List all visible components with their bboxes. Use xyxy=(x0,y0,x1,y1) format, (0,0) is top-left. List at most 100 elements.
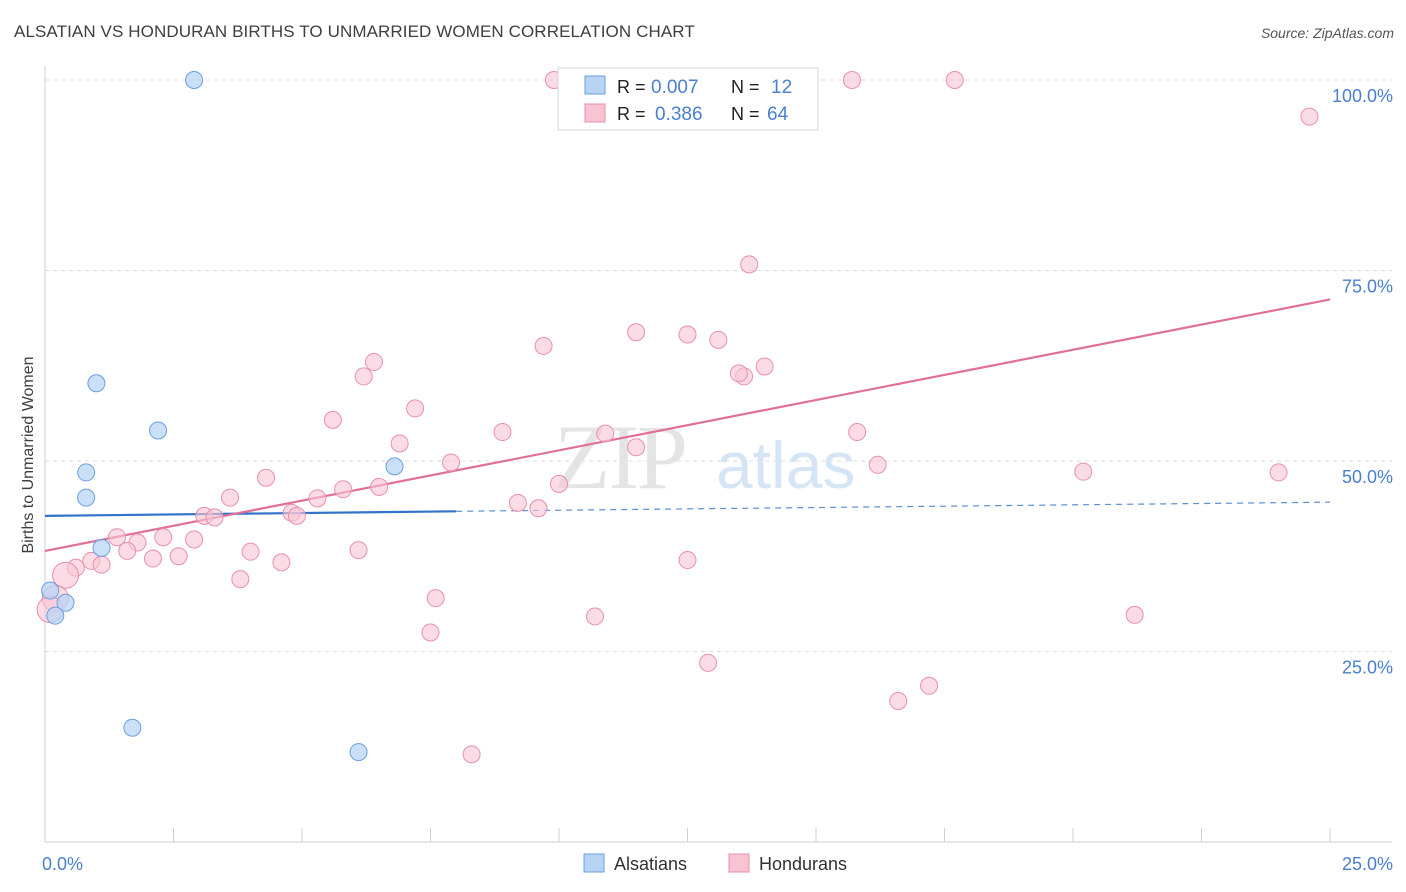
y-tick-label: 50.0% xyxy=(1342,467,1393,487)
honduran-point xyxy=(308,489,327,508)
honduran-point xyxy=(143,549,162,568)
alsatian-point xyxy=(185,71,204,89)
honduran-point xyxy=(585,607,604,626)
stats-legend: R = 0.007 N = 12 R = 0.386 N = 64 xyxy=(557,67,819,131)
honduran-point xyxy=(842,71,861,89)
honduran-point xyxy=(426,589,445,608)
alsatian-point xyxy=(77,463,96,482)
honduran-point xyxy=(889,692,908,711)
honduran-point xyxy=(421,623,440,642)
honduran-point xyxy=(364,352,383,371)
honduran-point xyxy=(205,508,224,527)
honduran-point xyxy=(323,410,342,429)
honduran-point xyxy=(241,542,260,561)
honduran-point xyxy=(529,499,548,518)
legend-n-value-1: 12 xyxy=(771,77,792,98)
honduran-point xyxy=(221,488,240,507)
honduran-point xyxy=(678,325,697,344)
legend-r-label-1: R = xyxy=(617,77,646,97)
y-axis-label: Births to Unmarried Women xyxy=(20,356,37,553)
alsatian-point xyxy=(385,457,404,476)
honduran-point xyxy=(169,547,188,566)
honduran-point xyxy=(493,423,512,442)
honduran-point xyxy=(550,474,568,493)
honduran-point xyxy=(231,570,250,589)
honduran-point xyxy=(406,399,425,418)
honduran-point xyxy=(334,480,353,499)
x-tick-label: 25.0% xyxy=(1342,854,1393,874)
alsatian-point xyxy=(41,581,60,600)
source-label: Source: ZipAtlas.com xyxy=(1260,25,1394,41)
honduran-point xyxy=(462,745,481,764)
alsatian-point xyxy=(149,421,168,440)
honduran-point xyxy=(627,323,646,342)
honduran-point xyxy=(596,424,615,443)
alsatian-point xyxy=(349,743,368,762)
honduran-point xyxy=(534,336,553,355)
chart-title: ALSATIAN VS HONDURAN BIRTHS TO UNMARRIED… xyxy=(14,22,695,41)
alsatian-points xyxy=(41,71,404,762)
honduran-point xyxy=(1125,605,1144,624)
watermark-atlas: atlas xyxy=(716,428,855,502)
honduran-point xyxy=(920,676,939,695)
y-tick-label: 75.0% xyxy=(1342,277,1393,297)
series-legend: Alsatians Hondurans xyxy=(583,853,847,874)
alsatian-trend-extension xyxy=(456,501,1331,512)
honduran-point xyxy=(1074,462,1093,481)
honduran-point xyxy=(709,330,728,349)
legend-swatch-alsatians xyxy=(584,75,606,95)
honduran-point xyxy=(699,653,718,672)
honduran-point xyxy=(272,553,291,572)
alsatian-point xyxy=(123,718,142,737)
alsatian-point xyxy=(56,593,75,612)
honduran-point xyxy=(390,434,409,453)
honduran-point xyxy=(868,455,887,474)
honduran-point xyxy=(154,528,173,547)
honduran-point xyxy=(1300,107,1319,126)
honduran-point xyxy=(257,468,276,487)
trend-lines xyxy=(44,298,1331,552)
honduran-point xyxy=(185,530,204,549)
legend-swatch-hondurans xyxy=(584,103,606,123)
honduran-point xyxy=(848,423,867,442)
bottom-swatch-hondurans xyxy=(728,853,750,873)
axes xyxy=(44,66,1392,843)
legend-r-value-1: 0.007 xyxy=(651,77,699,98)
honduran-point xyxy=(508,493,527,512)
legend-n-label-1: N = xyxy=(731,77,760,97)
honduran-point xyxy=(755,357,774,376)
legend-r-label-2: R = xyxy=(617,104,646,124)
legend-n-value-2: 64 xyxy=(767,104,789,125)
honduran-points xyxy=(36,71,1319,764)
honduran-point xyxy=(678,551,697,570)
honduran-point xyxy=(729,364,748,383)
alsatian-point xyxy=(46,606,65,625)
honduran-point xyxy=(627,438,646,457)
y-tick-labels: 100.0% 75.0% 50.0% 25.0% xyxy=(1332,86,1393,678)
honduran-trend-line xyxy=(44,298,1331,552)
honduran-point xyxy=(287,506,306,525)
x-tick-labels: 0.0% 25.0% xyxy=(42,854,1393,874)
honduran-point xyxy=(349,541,368,560)
alsatian-point xyxy=(92,538,111,557)
gridlines xyxy=(45,79,1392,652)
honduran-point xyxy=(370,477,389,496)
bottom-legend-hondurans: Hondurans xyxy=(759,854,847,874)
y-tick-label: 100.0% xyxy=(1332,86,1393,106)
bottom-legend-alsatians: Alsatians xyxy=(614,854,687,874)
honduran-point xyxy=(1269,463,1288,482)
honduran-point xyxy=(118,541,137,560)
watermark: ZIP atlas xyxy=(554,406,855,508)
honduran-point xyxy=(354,367,373,386)
legend-r-value-2: 0.386 xyxy=(655,104,703,125)
alsatian-point xyxy=(87,374,106,393)
bottom-swatch-alsatians xyxy=(583,853,605,873)
honduran-point xyxy=(107,528,126,547)
honduran-point xyxy=(52,561,80,589)
alsatian-point xyxy=(77,488,96,507)
honduran-point xyxy=(945,71,964,89)
x-tick-label: 0.0% xyxy=(42,854,83,874)
honduran-point xyxy=(740,255,759,274)
honduran-point xyxy=(442,453,461,472)
